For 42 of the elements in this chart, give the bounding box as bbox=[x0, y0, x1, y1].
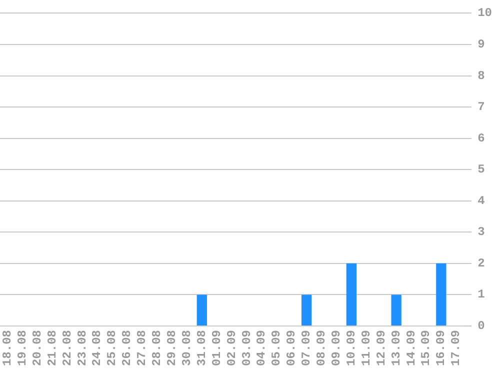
x-tick-label: 18.08 bbox=[0, 330, 14, 366]
x-tick-label: 11.09 bbox=[359, 330, 374, 366]
x-tick-label: 23.08 bbox=[75, 330, 90, 366]
x-tick-label: 26.08 bbox=[120, 330, 134, 366]
x-tick-label: 25.08 bbox=[105, 330, 120, 366]
x-tick-label: 30.08 bbox=[180, 330, 194, 366]
x-tick-label: 04.09 bbox=[254, 330, 269, 366]
y-tick-label: 5 bbox=[478, 162, 485, 177]
y-tick-label: 8 bbox=[478, 68, 485, 83]
y-tick-label: 7 bbox=[478, 100, 485, 114]
x-tick-label: 10.09 bbox=[344, 330, 358, 366]
x-tick-label: 29.08 bbox=[164, 330, 179, 366]
x-tick-label: 05.09 bbox=[270, 330, 284, 366]
x-tick-label: 31.08 bbox=[194, 330, 209, 366]
y-tick-label: 2 bbox=[478, 256, 485, 270]
y-tick-label: 0 bbox=[478, 319, 485, 334]
x-tick-label: 02.09 bbox=[224, 330, 239, 366]
x-tick-label: 09.09 bbox=[330, 330, 344, 366]
x-tick-label: 07.09 bbox=[300, 330, 314, 366]
x-tick-label: 06.09 bbox=[284, 330, 299, 366]
x-tick-label: 28.08 bbox=[150, 330, 164, 366]
y-tick-label: 6 bbox=[478, 131, 485, 146]
x-tick-label: 22.08 bbox=[60, 330, 74, 366]
x-tick-label: 14.09 bbox=[404, 330, 418, 366]
x-tick-label: 27.08 bbox=[135, 330, 150, 366]
y-tick-label: 1 bbox=[478, 288, 485, 302]
x-tick-label: 13.09 bbox=[389, 330, 404, 366]
y-tick-label: 10 bbox=[478, 6, 492, 20]
x-tick-label: 16.09 bbox=[434, 330, 448, 366]
y-tick-label: 9 bbox=[478, 37, 485, 52]
x-tick-label: 08.09 bbox=[314, 330, 329, 366]
y-tick-label: 4 bbox=[478, 194, 485, 208]
y-tick-label: 3 bbox=[478, 225, 485, 240]
x-tick-label: 20.08 bbox=[30, 330, 44, 366]
x-tick-label: 24.08 bbox=[90, 330, 104, 366]
x-tick-label: 19.08 bbox=[15, 330, 30, 366]
x-tick-label: 03.09 bbox=[240, 330, 254, 366]
x-tick-label: 21.08 bbox=[45, 330, 60, 366]
x-tick-label: 01.09 bbox=[210, 330, 224, 366]
x-tick-label: 17.09 bbox=[449, 330, 464, 366]
x-tick-label: 15.09 bbox=[419, 330, 434, 366]
x-tick-label: 12.09 bbox=[374, 330, 388, 366]
